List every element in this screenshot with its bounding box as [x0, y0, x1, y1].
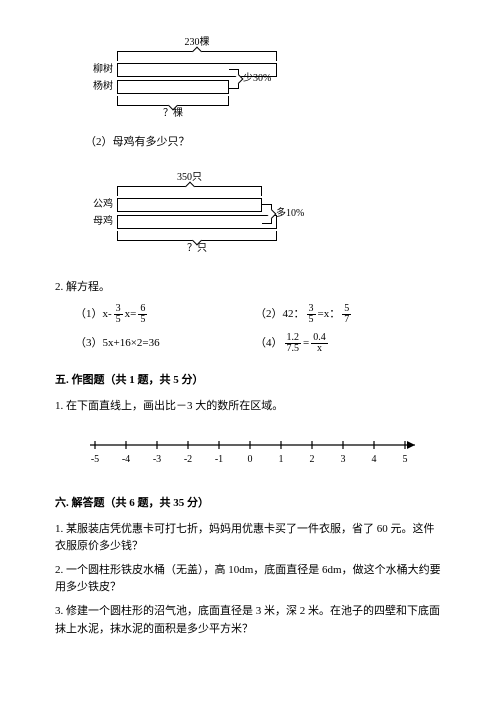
problem-2-title: 2. 解方程。 [55, 279, 445, 297]
svg-text:-1: -1 [215, 454, 223, 465]
eq1-prefix: （1）x- [75, 306, 112, 324]
eq2-mid: =x： [318, 306, 341, 324]
section-6-q1: 1. 某服装店凭优惠卡可打七折，妈妈用优惠卡买了一件衣服，省了 60 元。这件衣… [55, 521, 445, 556]
number-line-svg: -5 -4 -3 -2 -1 0 1 2 3 4 5 [85, 430, 425, 470]
d1-row2-label: 杨树 [85, 79, 113, 95]
svg-text:4: 4 [372, 454, 377, 465]
svg-text:3: 3 [341, 454, 346, 465]
eq1-frac2: 65 [138, 304, 147, 325]
d1-top-brace [117, 51, 277, 61]
eq2-prefix: （2）42： [255, 306, 305, 324]
svg-text:1: 1 [279, 454, 284, 465]
svg-text:5: 5 [403, 454, 408, 465]
equation-1: （1）x- 35 x= 65 [75, 304, 255, 325]
d2-row2-label: 母鸡 [85, 214, 113, 230]
svg-text:0: 0 [248, 454, 253, 465]
d1-bar2 [117, 80, 229, 94]
eq4-mid: = [303, 335, 309, 353]
equation-2: （2）42： 35 =x： 57 [255, 304, 435, 325]
equation-4: （4） 1.27.5 = 0.4x [255, 333, 435, 354]
d2-bar2 [117, 215, 277, 229]
svg-text:2: 2 [310, 454, 315, 465]
eq4-prefix: （4） [255, 335, 283, 353]
eq2-frac1: 35 [307, 304, 316, 325]
eq1-suffix: x= [125, 306, 137, 324]
eq4-frac1: 1.27.5 [285, 333, 302, 354]
d1-side-brace [229, 69, 239, 89]
svg-text:-3: -3 [153, 454, 161, 465]
section-6-title: 六. 解答题（共 6 题，共 35 分） [55, 495, 445, 513]
number-line: -5 -4 -3 -2 -1 0 1 2 3 4 5 [85, 430, 445, 477]
d2-bar1 [117, 198, 262, 212]
d1-bottom-brace [117, 96, 229, 106]
d2-top-brace [117, 186, 262, 196]
svg-text:-5: -5 [91, 454, 99, 465]
d2-bottom-brace [117, 231, 277, 241]
section-6-q3: 3. 修建一个圆柱形的沼气池，底面直径是 3 米，深 2 米。在池子的四壁和下底… [55, 603, 445, 638]
question-2: （2）母鸡有多少只？ [85, 134, 445, 152]
chicken-diagram: 350只 公鸡 母鸡 多10% ？只 [85, 170, 445, 257]
equation-3: （3）5x+16×2=36 [75, 333, 255, 354]
eq1-frac1: 35 [114, 304, 123, 325]
d2-side-brace [262, 204, 272, 224]
section-5-q1: 1. 在下面直线上，画出比－3 大的数所在区域。 [55, 398, 445, 416]
eq2-frac2: 57 [342, 304, 351, 325]
svg-text:-4: -4 [122, 454, 130, 465]
d1-row1-label: 柳树 [85, 62, 113, 78]
tree-diagram: 230棵 柳树 杨树 少30% ？棵 [85, 35, 445, 122]
section-5-title: 五. 作图题（共 1 题，共 5 分） [55, 372, 445, 390]
d2-side-label: 多10% [276, 206, 304, 222]
d2-row1-label: 公鸡 [85, 197, 113, 213]
section-6-q2: 2. 一个圆柱形铁皮水桶（无盖），高 10dm，底面直径是 6dm，做这个水桶大… [55, 562, 445, 597]
eq4-frac2: 0.4x [311, 333, 328, 354]
d1-side-label: 少30% [243, 71, 271, 87]
svg-text:-2: -2 [184, 454, 192, 465]
